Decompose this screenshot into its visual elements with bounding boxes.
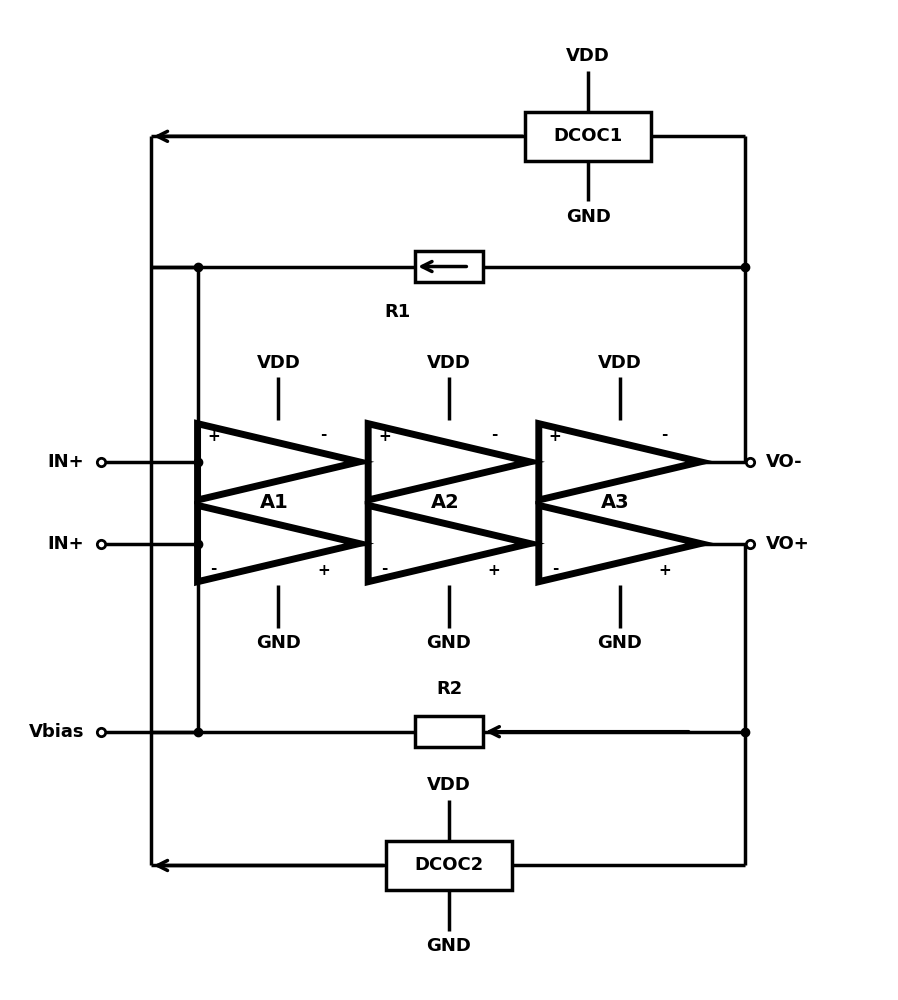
Text: VDD: VDD <box>567 47 610 65</box>
Text: VDD: VDD <box>427 776 471 794</box>
Text: +: + <box>378 429 391 444</box>
Bar <box>386 841 512 890</box>
Polygon shape <box>198 424 359 500</box>
Text: +: + <box>488 563 500 578</box>
Polygon shape <box>539 505 700 582</box>
Text: -: - <box>551 561 559 576</box>
Text: IN+: IN+ <box>48 453 84 471</box>
Text: Vbias: Vbias <box>29 723 84 741</box>
Text: GND: GND <box>566 208 611 226</box>
Text: VDD: VDD <box>257 354 300 372</box>
Text: VDD: VDD <box>427 354 471 372</box>
Text: -: - <box>320 427 327 442</box>
Text: R2: R2 <box>436 680 462 698</box>
Text: IN+: IN+ <box>48 535 84 553</box>
Bar <box>415 251 483 282</box>
Text: R1: R1 <box>384 303 411 321</box>
Text: GND: GND <box>427 937 471 955</box>
Text: +: + <box>549 429 561 444</box>
Text: -: - <box>661 427 668 442</box>
Text: GND: GND <box>427 634 471 652</box>
Polygon shape <box>539 424 700 500</box>
Text: GND: GND <box>256 634 301 652</box>
Text: A2: A2 <box>430 493 460 512</box>
Polygon shape <box>368 424 530 500</box>
Text: +: + <box>317 563 330 578</box>
Text: VO-: VO- <box>766 453 803 471</box>
Text: VO+: VO+ <box>766 535 810 553</box>
Bar <box>525 112 651 161</box>
Bar <box>415 716 483 747</box>
Text: -: - <box>490 427 497 442</box>
Text: +: + <box>658 563 671 578</box>
Text: DCOC2: DCOC2 <box>414 856 484 874</box>
Text: VDD: VDD <box>598 354 641 372</box>
Text: DCOC1: DCOC1 <box>553 127 623 145</box>
Text: -: - <box>210 561 217 576</box>
Text: A1: A1 <box>260 493 289 512</box>
Text: A3: A3 <box>602 493 629 512</box>
Text: GND: GND <box>597 634 642 652</box>
Polygon shape <box>198 505 359 582</box>
Polygon shape <box>368 505 530 582</box>
Text: +: + <box>207 429 220 444</box>
Text: -: - <box>381 561 388 576</box>
